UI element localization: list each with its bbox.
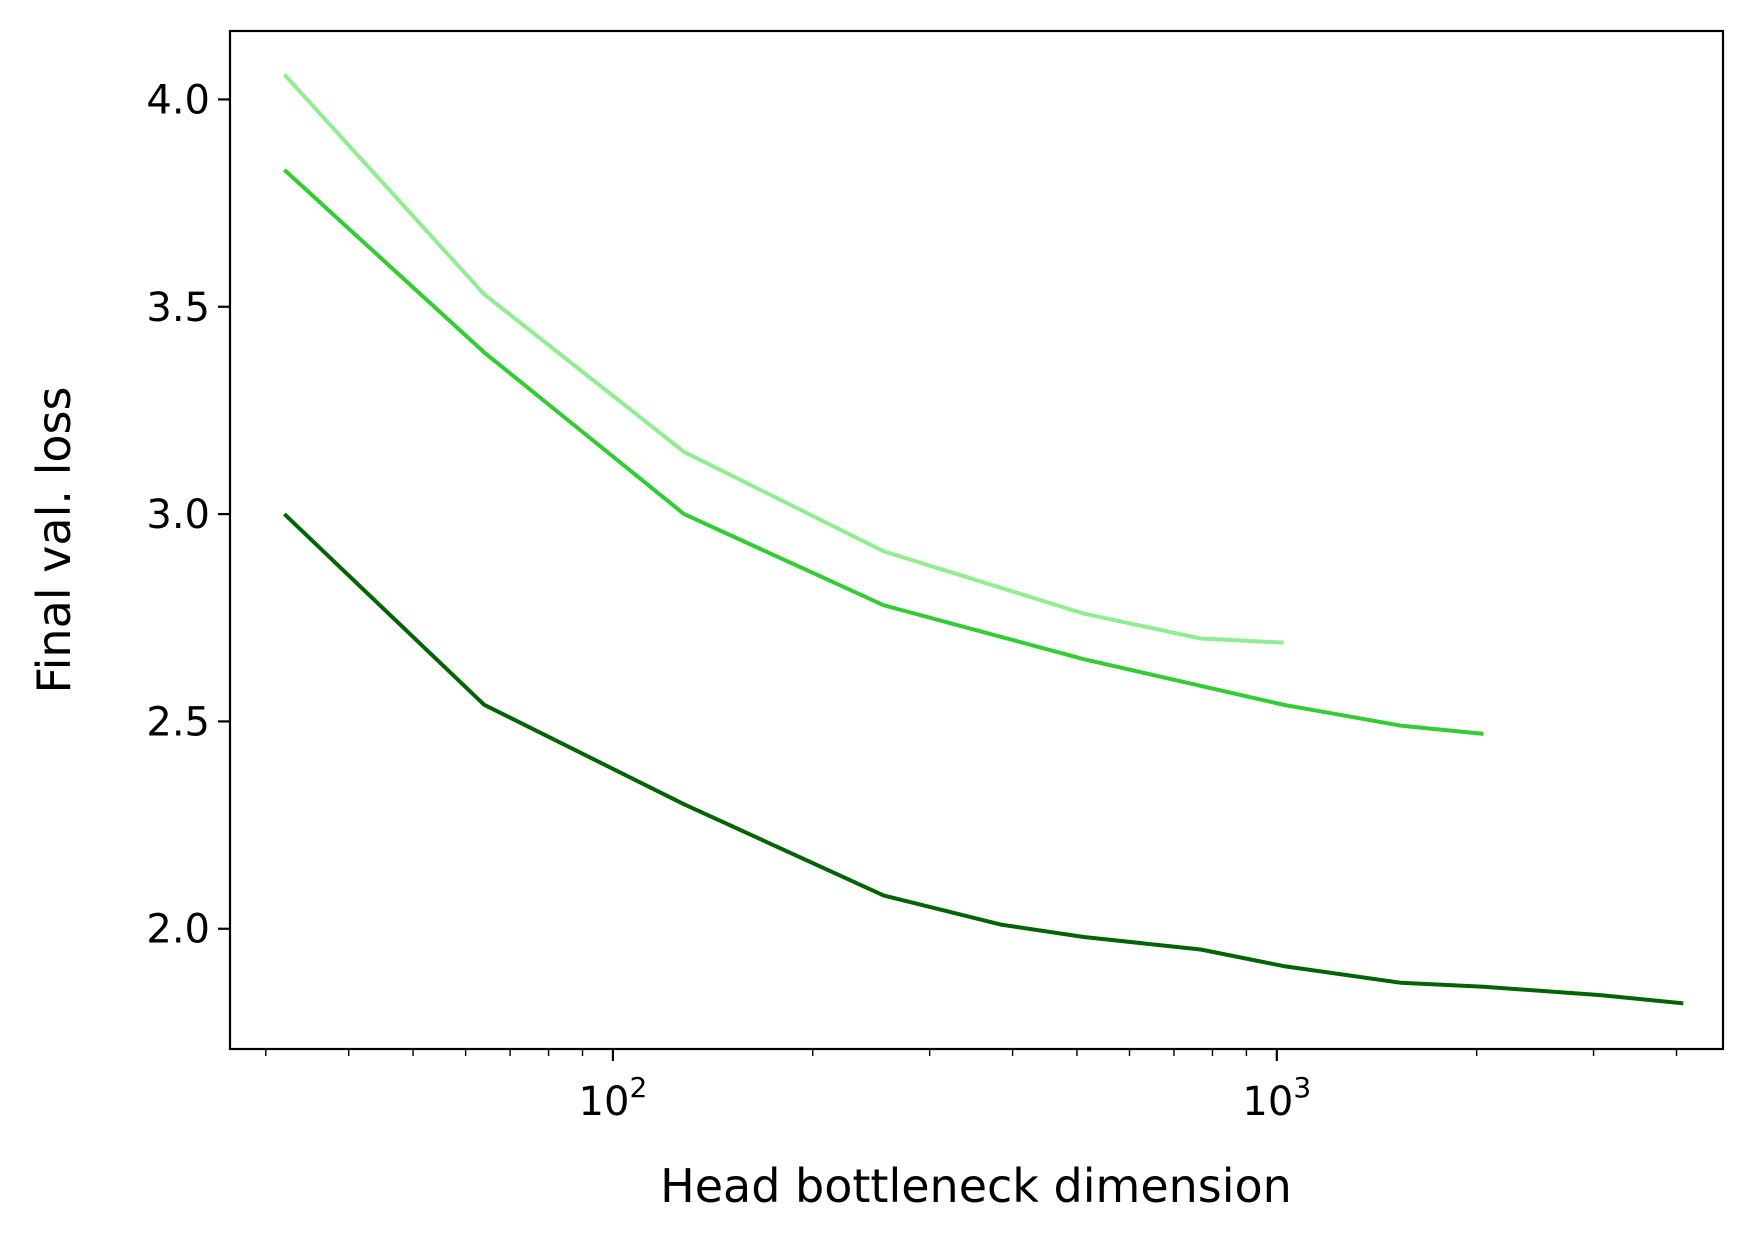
x-tick-label-base: 10 [1242,1079,1293,1125]
series-dark-line [283,512,1684,1006]
x-tick-label: 102 [579,1071,648,1125]
x-tick-label: 103 [1242,1071,1311,1125]
x-tick-label-exponent: 2 [629,1071,647,1104]
y-tick-label: 3.5 [146,285,210,331]
y-tick-label: 3.0 [146,492,210,538]
plot-area-frame [228,29,1725,1051]
x-axis-label: Head bottleneck dimension [660,1159,1292,1213]
y-axis-label: Final val. loss [27,387,81,694]
series-light-line [282,73,1284,645]
y-tick-label: 2.5 [146,699,210,745]
y-tick-label: 2.0 [146,907,210,953]
y-tick-label: 4.0 [146,77,210,123]
x-tick-label-base: 10 [579,1079,630,1125]
series-layer [282,73,1684,1006]
series-medium-line [283,168,1484,736]
x-tick-label-exponent: 3 [1293,1071,1311,1104]
